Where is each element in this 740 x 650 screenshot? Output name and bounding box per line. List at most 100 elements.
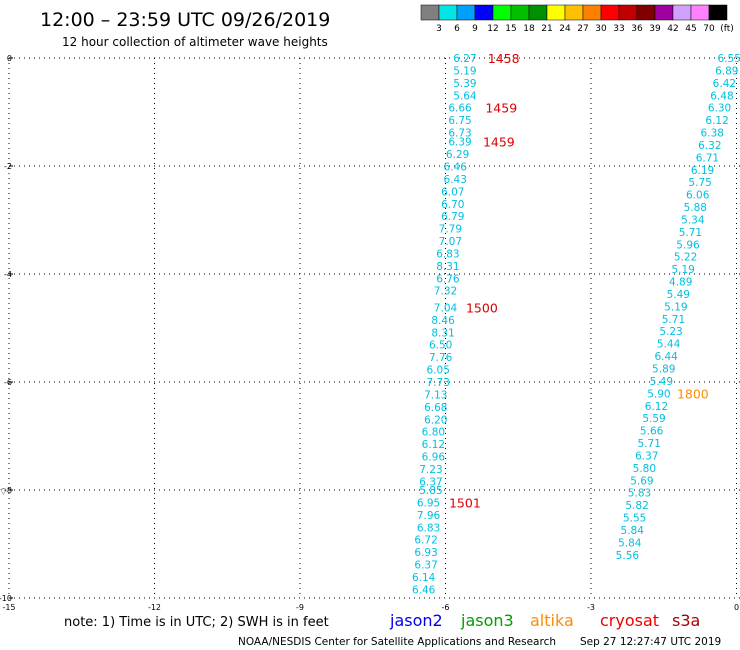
color-scale-label: (ft) — [720, 24, 734, 34]
wave-height-value: 6.73 — [448, 128, 471, 140]
wave-height-value: 5.69 — [630, 475, 653, 487]
wave-height-value: 6.66 — [448, 103, 472, 115]
wave-height-value: 5.71 — [679, 227, 702, 239]
wave-height-value: 6.95 — [417, 497, 440, 509]
wave-height-value: 6.05 — [427, 365, 450, 377]
color-scale-label: 36 — [631, 24, 643, 34]
wave-height-value: 6.07 — [441, 186, 464, 198]
wave-height-value: 6.37 — [635, 450, 658, 462]
color-scale-label: 33 — [613, 24, 624, 34]
color-scale-bar — [420, 4, 728, 21]
time-label: 1458 — [488, 51, 520, 66]
x-tick-label: 0 — [734, 603, 739, 612]
wave-height-value: 5.88 — [684, 202, 707, 214]
color-swatch — [708, 4, 728, 21]
color-swatch — [672, 4, 692, 21]
wave-height-value: 7.13 — [424, 389, 447, 401]
wave-height-value: 5.85 — [419, 485, 442, 497]
wave-height-value: 6.19 — [691, 165, 714, 177]
wave-height-value: 6.29 — [446, 149, 469, 161]
color-scale-label: 3 — [436, 24, 442, 34]
color-swatch — [564, 4, 584, 21]
color-swatch — [654, 4, 674, 21]
wave-height-value: 5.89 — [652, 364, 675, 376]
wave-height-value: 6.55 — [718, 53, 740, 65]
wave-height-value: 6.83 — [436, 248, 459, 260]
chart-subtitle: 12 hour collection of altimeter wave hei… — [62, 35, 328, 49]
wave-height-value: 5.80 — [633, 463, 656, 475]
wave-height-value: 6.12 — [645, 401, 668, 413]
x-tick-label: -15 — [2, 603, 15, 612]
wave-height-value: 6.89 — [715, 65, 738, 77]
wave-height-value: 7.73 — [427, 377, 450, 389]
wave-height-value: 8.46 — [431, 315, 455, 327]
y-tick-label: -8 — [4, 486, 12, 495]
wave-height-value: 6.83 — [417, 522, 440, 534]
wave-height-value: 6.37 — [419, 476, 442, 488]
chart-title: 12:00 – 23:59 UTC 09/26/2019 — [40, 9, 330, 31]
legend-jason2: jason2 — [389, 611, 443, 630]
satellite-legend: jason2 jason3 altika cryosat s3a — [389, 611, 700, 630]
wave-height-value: 6.76 — [436, 273, 460, 285]
x-tick-label: -9 — [296, 603, 304, 612]
color-swatch — [600, 4, 620, 21]
legend-jason3: jason3 — [460, 611, 514, 630]
stray-mark: ⌔ — [0, 487, 8, 498]
color-swatch — [492, 4, 512, 21]
x-tick-label: -6 — [442, 603, 450, 612]
y-tick-label: 0 — [7, 54, 12, 63]
x-tick-label: -3 — [587, 603, 595, 612]
wave-height-value: 5.71 — [638, 438, 661, 450]
color-scale-label: 9 — [472, 24, 478, 34]
wave-height-value: 8.31 — [431, 327, 454, 339]
wave-height-value: 5.90 — [647, 388, 670, 400]
wave-height-value: 6.50 — [429, 340, 452, 352]
wave-height-value: 6.93 — [414, 547, 437, 559]
wave-height-value: 6.48 — [710, 90, 733, 102]
footer-note: note: 1) Time is in UTC; 2) SWH is in fe… — [64, 615, 329, 630]
color-scale-label: 18 — [523, 24, 535, 34]
wave-height-value: 6.38 — [701, 128, 724, 140]
wave-height-points: 6.275.195.395.646.666.756.736.396.296.46… — [412, 53, 740, 596]
color-scale-label: 27 — [577, 24, 588, 34]
color-scale-label: 42 — [667, 24, 678, 34]
wave-height-value: 6.42 — [713, 78, 736, 90]
wave-height-value: 5.84 — [618, 537, 642, 549]
wave-height-value: 4.89 — [669, 277, 692, 289]
color-scale-label: 15 — [505, 24, 516, 34]
color-scale-label: 6 — [454, 24, 460, 34]
wave-height-value: 6.71 — [696, 152, 719, 164]
wave-height-value: 6.44 — [654, 351, 678, 363]
wave-height-value: 6.12 — [422, 439, 445, 451]
wave-height-value: 6.14 — [412, 572, 436, 584]
x-tick-label: -12 — [148, 603, 161, 612]
y-tick-label: -10 — [0, 594, 12, 603]
time-labels: 1458 1459 1459 1500 1501 1800 17 — [449, 51, 740, 510]
color-scale-label: 21 — [541, 24, 552, 34]
wave-height-value: 5.56 — [616, 550, 640, 562]
time-label: 17 — [738, 200, 740, 215]
wave-height-value: 5.44 — [657, 339, 681, 351]
wave-height-value: 5.49 — [650, 376, 673, 388]
color-scale-label: 39 — [649, 24, 661, 34]
color-swatch — [438, 4, 458, 21]
wave-height-value: 7.32 — [434, 286, 457, 298]
wave-height-value: 5.66 — [640, 426, 664, 438]
time-label: 1459 — [485, 101, 517, 116]
time-label: 1500 — [466, 300, 498, 315]
y-tick-label: -4 — [4, 270, 12, 279]
wave-height-value: 5.19 — [453, 65, 476, 77]
wave-height-value: 5.71 — [662, 314, 685, 326]
color-swatch — [474, 4, 494, 21]
wave-height-value: 6.46 — [444, 162, 468, 174]
y-tick-label: -2 — [4, 162, 12, 171]
wave-height-value: 5.84 — [621, 525, 645, 537]
wave-height-value: 6.12 — [705, 115, 728, 127]
wave-height-value: 7.04 — [434, 302, 458, 314]
wave-height-value: 5.34 — [681, 214, 705, 226]
color-swatch — [582, 4, 602, 21]
color-scale-label: 45 — [685, 24, 696, 34]
wave-height-value: 5.23 — [659, 326, 682, 338]
wave-height-value: 5.22 — [674, 252, 697, 264]
wave-height-value: 5.64 — [453, 90, 477, 102]
